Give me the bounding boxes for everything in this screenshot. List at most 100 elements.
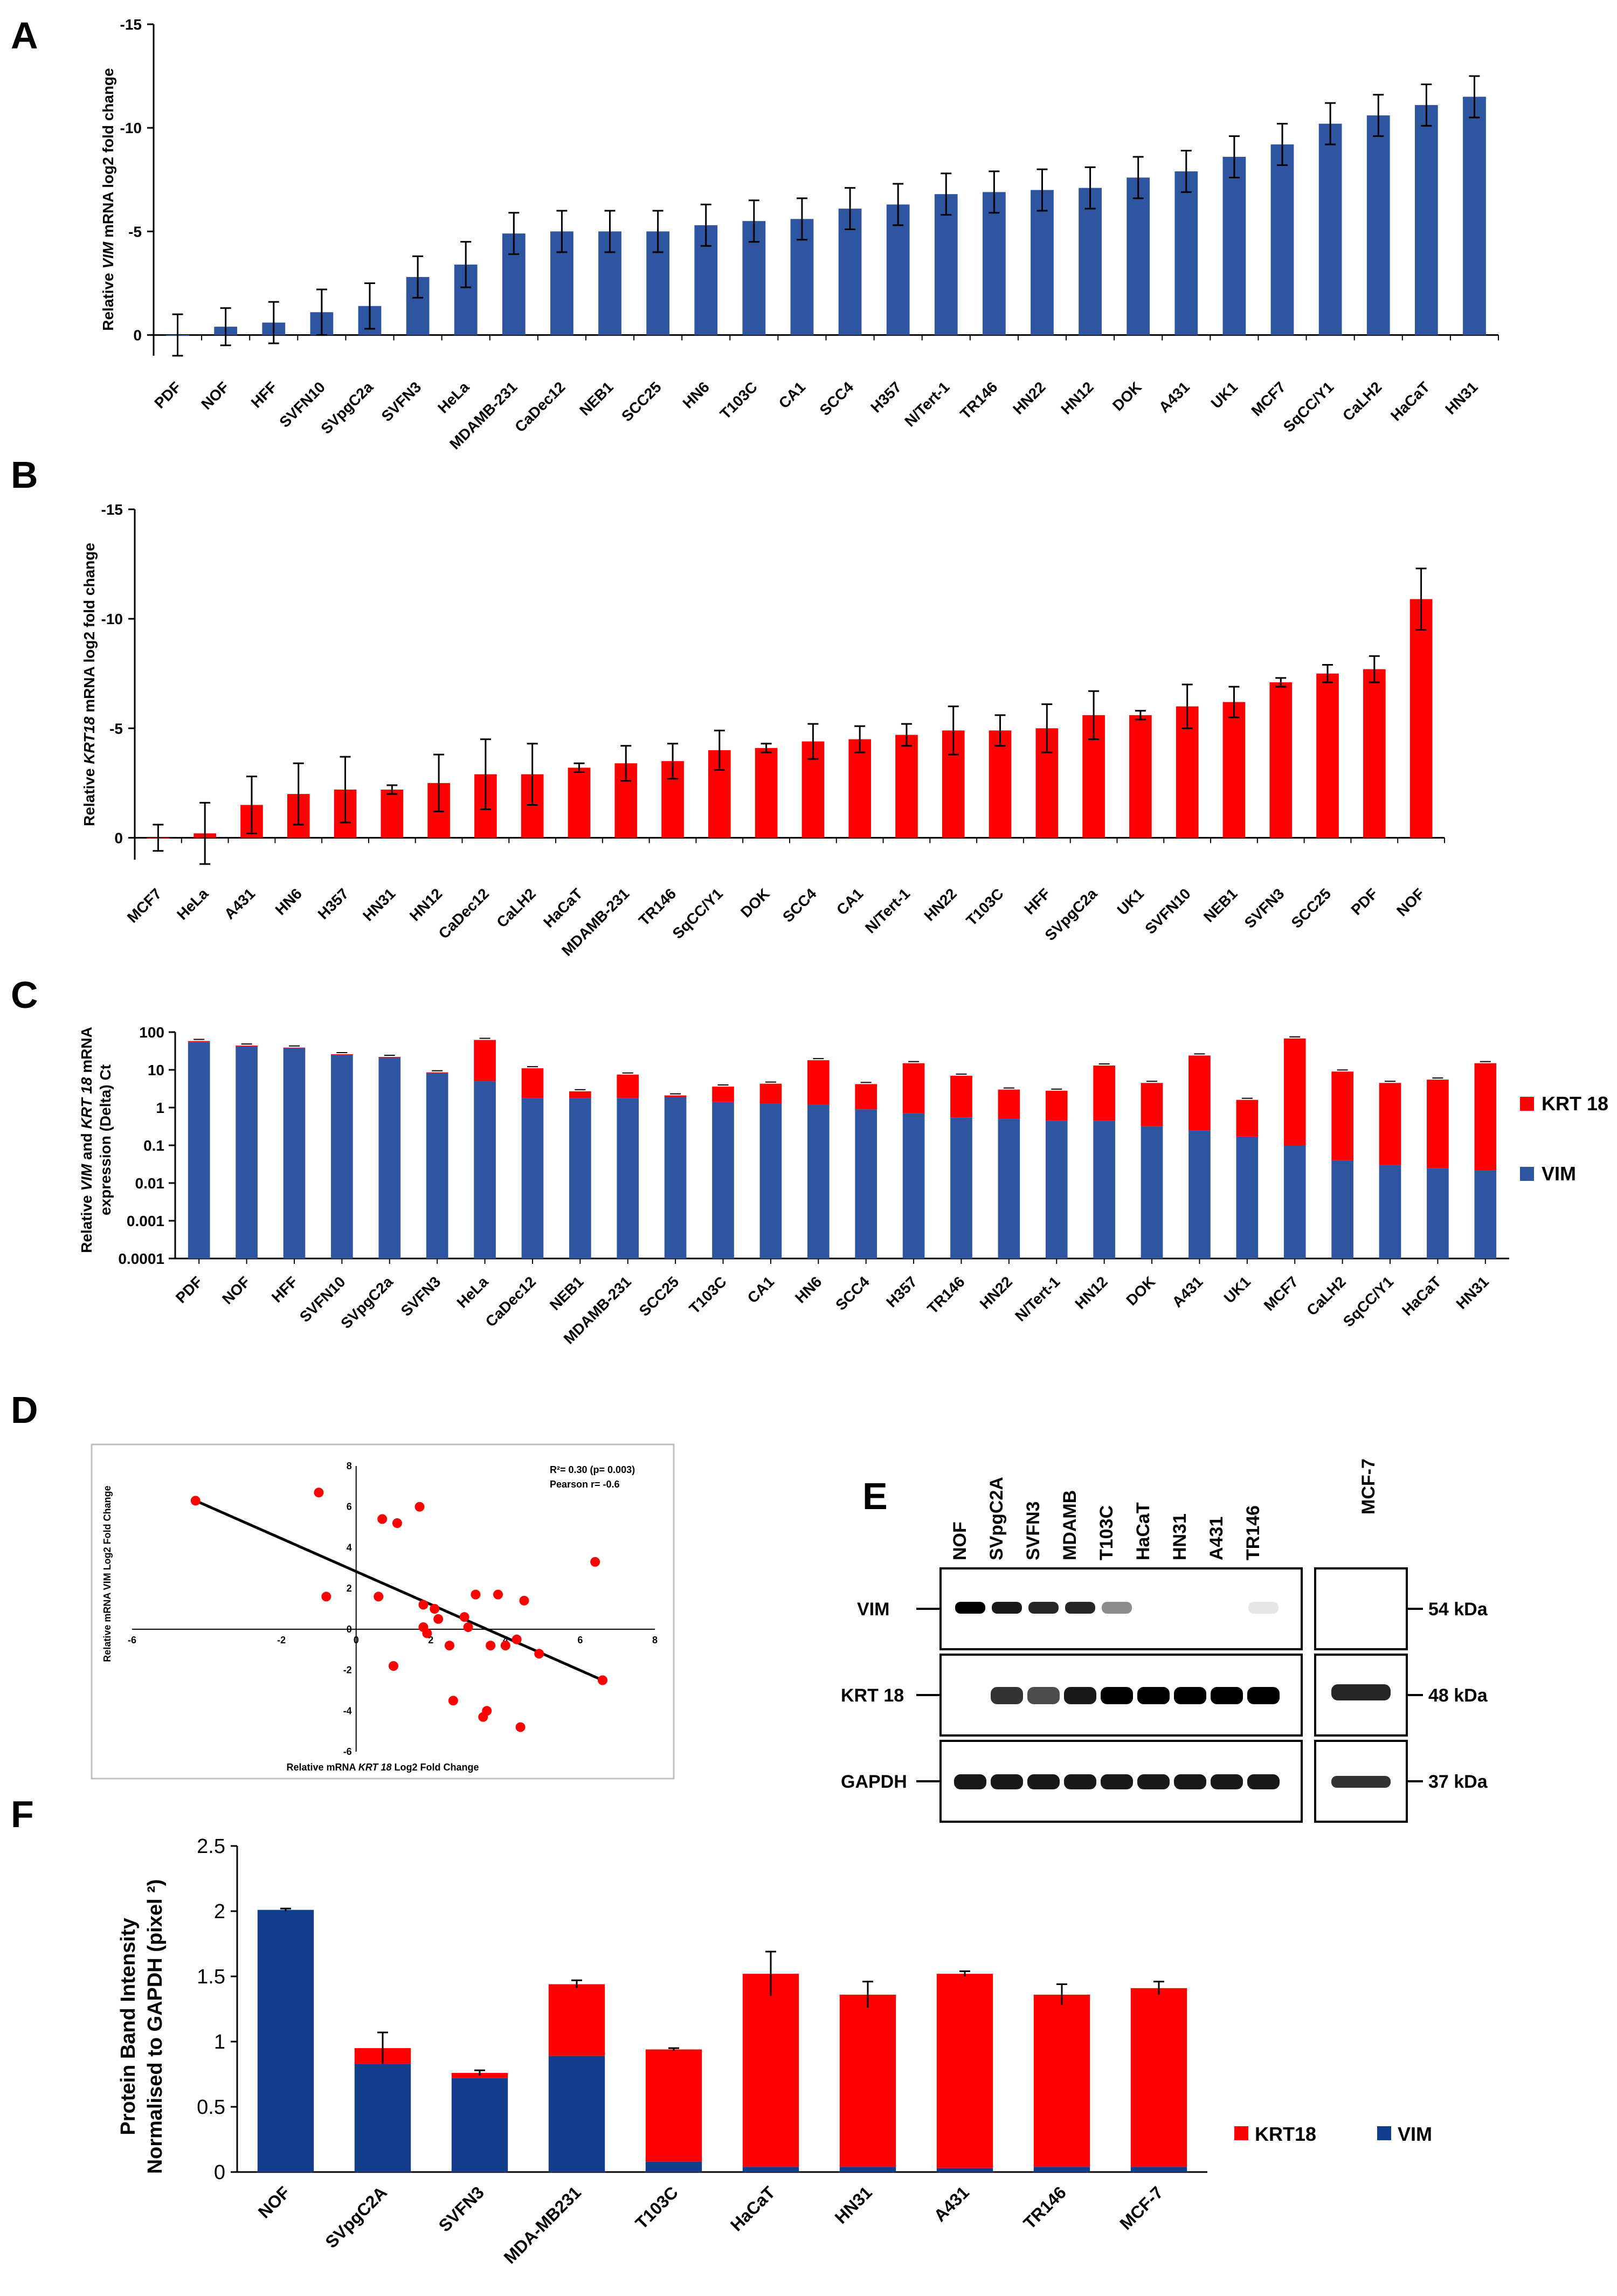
category-label-t103c: T103C	[717, 378, 761, 422]
scatter-point-12	[444, 1641, 454, 1651]
bar-krt18-t103c	[712, 1087, 734, 1102]
category-label-svfn10: SVFN10	[1142, 885, 1194, 937]
category-label-hn12: HN12	[406, 885, 446, 924]
category-label-sqcc-y1: SqCC/Y1	[1340, 1273, 1397, 1330]
bar-krt18-hn12	[1093, 1066, 1115, 1121]
panel-d-xlabel: Relative mRNA KRT 18 Log2 Fold Change	[286, 1762, 479, 1773]
category-label-mcf7: MCF7	[1261, 1273, 1302, 1314]
bar-vim-mdamb-231	[617, 1098, 639, 1258]
category-label-scc25: SCC25	[1288, 885, 1335, 931]
bar-krt18-tr146	[950, 1075, 972, 1118]
category-label-pdf: PDF	[1348, 885, 1381, 918]
bar-krt18-hacat	[742, 1974, 799, 2167]
bar-vim-mcf7	[1283, 1145, 1306, 1258]
D-xtick-label: 6	[577, 1635, 583, 1645]
category-label-svfn3: SVFN3	[1241, 885, 1288, 931]
panel-b-chart: Relative KRT18 mRNA log2 fold change -15…	[81, 501, 1445, 959]
band-krt18-svfn3	[1027, 1687, 1060, 1704]
scatter-point-10	[430, 1604, 440, 1614]
bar-uk1	[1222, 157, 1246, 335]
category-label-hn6: HN6	[272, 885, 305, 918]
band-gapdh-a431	[1211, 1774, 1243, 1789]
regression-line	[195, 1499, 604, 1682]
blot-row-label-krt18: KRT 18	[841, 1685, 904, 1706]
bar-vim-hn31	[1474, 1170, 1497, 1258]
category-label-neb1: NEB1	[547, 1273, 587, 1313]
band-gapdh-t103c	[1101, 1774, 1133, 1789]
bar-krt18-uk1	[1236, 1099, 1259, 1137]
panel-c-ylabel-line1: Relative VIM and KRT 18 mRNA	[78, 1027, 95, 1253]
D-xtick-label: 4	[503, 1635, 508, 1645]
band-krt18-hn31	[1174, 1687, 1206, 1704]
scatter-point-23	[519, 1595, 529, 1606]
D-xtick-label: 0	[354, 1635, 359, 1645]
bar-mcf7	[1270, 144, 1294, 335]
bar-krt18-h357	[902, 1063, 925, 1114]
bar-krt18-a431	[936, 1974, 993, 2168]
panel-label-e: E	[862, 1475, 888, 1517]
blot-lane-label-a431: A431	[1206, 1517, 1227, 1560]
category-label-svpgc2a: SVpgC2a	[337, 1273, 396, 1332]
category-label-scc4: SCC4	[779, 885, 820, 925]
C-ytick-label: 0.001	[127, 1213, 164, 1229]
category-label-tr146: TR146	[1020, 2182, 1070, 2232]
band-krt18-hacat	[1137, 1687, 1170, 1704]
scatter-point-11	[433, 1614, 444, 1624]
category-label-sqcc-y1: SqCC/Y1	[1280, 378, 1337, 435]
category-label-ca1: CA1	[744, 1273, 778, 1306]
scatter-point-18	[482, 1706, 492, 1716]
bar-krt18-mcf7	[1283, 1038, 1306, 1145]
blot-lane-label-svpgc2a: SVpgC2A	[986, 1477, 1007, 1560]
category-label-mcf-7: MCF-7	[1116, 2182, 1167, 2233]
legend-swatch-vim	[1520, 1167, 1534, 1181]
bar-krt18-hn31	[1474, 1063, 1497, 1171]
category-label-svfn3: SVFN3	[378, 378, 425, 425]
category-label-a431: A431	[1156, 378, 1193, 416]
bar-vim-nof	[236, 1046, 258, 1258]
C-ytick-label: 10	[148, 1062, 164, 1078]
category-label-ca1: CA1	[776, 378, 809, 412]
bar-hacat	[1414, 105, 1438, 335]
panel-f-chart: Protein Band Intensity Normalised to GAP…	[117, 1835, 1432, 2267]
bar-krt18-neb1	[569, 1091, 591, 1098]
category-label-t103c: T103C	[686, 1273, 729, 1317]
band-vim-tr146	[1248, 1602, 1279, 1614]
panel-label-b: B	[11, 454, 38, 496]
blot-size-54: 54 kDa	[1428, 1599, 1488, 1620]
blot-lane-label-hn31: HN31	[1170, 1513, 1190, 1560]
D-xtick-label: -6	[128, 1635, 136, 1645]
category-label-h357: H357	[883, 1273, 920, 1310]
bar-vim-svfn3	[426, 1073, 448, 1258]
bar-svfn3	[1269, 682, 1293, 838]
bar-scc25	[1316, 673, 1339, 838]
A-plot-ytick-label: -10	[120, 120, 142, 136]
bar-krt18-hn6	[807, 1060, 830, 1105]
blot-row-label-gapdh: GAPDH	[841, 1772, 907, 1792]
band-gapdh-mdamb	[1064, 1774, 1096, 1789]
category-label-tr146: TR146	[635, 885, 679, 929]
scatter-point-14	[459, 1612, 469, 1622]
category-label-hela: HeLa	[453, 1273, 492, 1311]
category-label-hn22: HN22	[1010, 378, 1049, 418]
bar-krt18-mda-mb231	[548, 1984, 605, 2056]
B-plot-ytick-label: -10	[101, 611, 123, 627]
D-ytick-label: 8	[347, 1461, 352, 1471]
scatter-point-13	[448, 1696, 458, 1706]
band-krt18-mcf7	[1331, 1684, 1391, 1700]
category-label-cadec12: CaDec12	[436, 885, 493, 942]
band-gapdh-hacat	[1137, 1774, 1170, 1789]
category-label-hn12: HN12	[1072, 1273, 1111, 1312]
bar-h357	[886, 204, 910, 335]
band-krt18-mdamb	[1064, 1687, 1096, 1704]
blot-lane-label-tr146: TR146	[1243, 1505, 1263, 1560]
bar-vim-ca1	[759, 1103, 782, 1258]
A-plot-ytick-label: -15	[120, 16, 142, 33]
band-vim-t103c	[1102, 1602, 1132, 1614]
bar-krt18-hela	[474, 1040, 496, 1082]
category-label-hn6: HN6	[679, 378, 713, 412]
band-vim-nof	[955, 1602, 985, 1614]
panel-c-chart: Relative VIM and KRT 18 mRNA expression …	[78, 1024, 1608, 1347]
panel-label-c: C	[11, 974, 38, 1016]
scatter-point-27	[598, 1675, 607, 1685]
category-label-svfn3: SVFN3	[398, 1273, 444, 1319]
